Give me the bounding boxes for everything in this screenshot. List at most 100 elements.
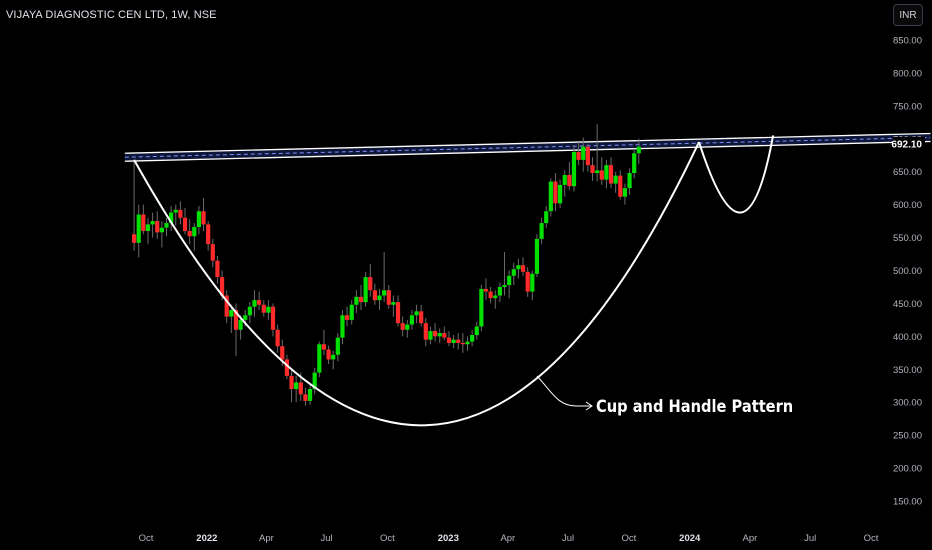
candle — [525, 267, 530, 297]
candle-body — [483, 288, 489, 292]
candle-body — [613, 175, 618, 184]
x-tick-label: 2024 — [679, 533, 701, 544]
candle — [344, 306, 350, 327]
x-tick-label: Apr — [500, 533, 515, 544]
candle-body — [247, 306, 252, 316]
y-tick-label: 550.00 — [893, 233, 922, 244]
candle — [141, 204, 146, 235]
candle-body — [266, 306, 271, 313]
candle — [539, 217, 544, 245]
candle-body — [470, 335, 475, 342]
candle — [497, 282, 503, 303]
candle — [224, 290, 229, 324]
handle-curve — [698, 135, 775, 214]
candle-body — [201, 211, 206, 225]
candle — [270, 303, 276, 337]
x-tick-label: Jul — [562, 533, 574, 544]
candle — [613, 171, 618, 193]
candle-body — [632, 153, 637, 174]
candle — [321, 329, 327, 355]
y-tick-label: 850.00 — [893, 36, 922, 47]
candle — [317, 341, 322, 378]
candle — [465, 336, 470, 351]
y-axis: 850.00800.00750.00700.00650.00600.00550.… — [893, 36, 922, 508]
candle — [187, 219, 192, 245]
candle-body — [368, 277, 373, 291]
candle — [358, 284, 364, 311]
candle — [405, 319, 410, 338]
candle-body — [275, 329, 280, 347]
candle-body — [409, 315, 415, 325]
x-axis: Oct 2022 Apr Jul Oct 2023 Apr Jul Oct 2024 Apr Jul O… — [139, 533, 879, 544]
candle-body — [511, 269, 516, 276]
candle-body — [456, 339, 461, 343]
candle — [590, 157, 595, 181]
y-tick-label: 400.00 — [893, 332, 922, 343]
candle — [391, 295, 396, 317]
candle-body — [581, 146, 586, 160]
candle — [386, 284, 391, 309]
candle-body — [210, 244, 215, 261]
candle — [507, 270, 512, 299]
candle-body — [557, 184, 563, 204]
y-tick-label: 500.00 — [893, 266, 922, 277]
candle — [294, 375, 299, 403]
pattern-label: Cup and Handle Pattern — [596, 397, 794, 417]
candle — [618, 170, 623, 200]
candle — [530, 270, 535, 301]
last-price-box — [893, 136, 925, 151]
candle — [247, 302, 252, 324]
candle-body — [618, 175, 623, 197]
candle — [173, 204, 178, 226]
candle — [604, 159, 609, 189]
candle — [210, 238, 215, 268]
candle-body — [335, 337, 340, 355]
candle-body — [571, 151, 577, 187]
candle — [456, 333, 461, 350]
candle-body — [391, 302, 396, 305]
candle — [493, 290, 498, 309]
candle — [159, 221, 164, 248]
currency-button[interactable]: INR — [893, 4, 923, 26]
candle-body — [354, 296, 359, 305]
candle — [229, 304, 234, 334]
candle-body — [270, 306, 276, 330]
candle-body — [363, 277, 368, 303]
candle — [548, 178, 553, 217]
y-tick-label: 200.00 — [893, 464, 922, 475]
candle-body — [284, 359, 289, 376]
candle — [372, 283, 377, 305]
candle-body — [460, 342, 465, 345]
candle-body — [155, 221, 160, 233]
x-tick-label: Apr — [259, 533, 274, 544]
candle-body — [164, 223, 169, 228]
candle-body — [131, 234, 137, 243]
candle-body — [145, 224, 151, 231]
candle-body — [280, 346, 285, 360]
candle-body — [136, 214, 141, 243]
pattern-curves — [133, 135, 775, 427]
candle — [479, 284, 484, 332]
candle — [303, 387, 308, 406]
candle — [155, 211, 160, 239]
candle-body — [159, 227, 164, 233]
x-tick-label: Jul — [321, 533, 333, 544]
candle-body — [553, 181, 558, 204]
candle-body — [192, 227, 197, 237]
x-tick-label: Oct — [864, 533, 879, 544]
candle-body — [530, 273, 535, 292]
x-tick-label: Oct — [139, 533, 154, 544]
x-tick-label: 2022 — [196, 533, 217, 544]
y-tick-label: 250.00 — [893, 431, 922, 442]
candle-body — [437, 333, 442, 337]
candle-body — [196, 211, 202, 228]
candle-body — [419, 311, 424, 324]
candle — [307, 383, 313, 405]
annotation-arrow — [536, 375, 593, 411]
x-tick-label: Oct — [622, 533, 637, 544]
candle-body — [224, 295, 229, 317]
candle-body — [405, 324, 410, 330]
candle-body — [349, 304, 354, 320]
candle-body — [539, 223, 544, 239]
